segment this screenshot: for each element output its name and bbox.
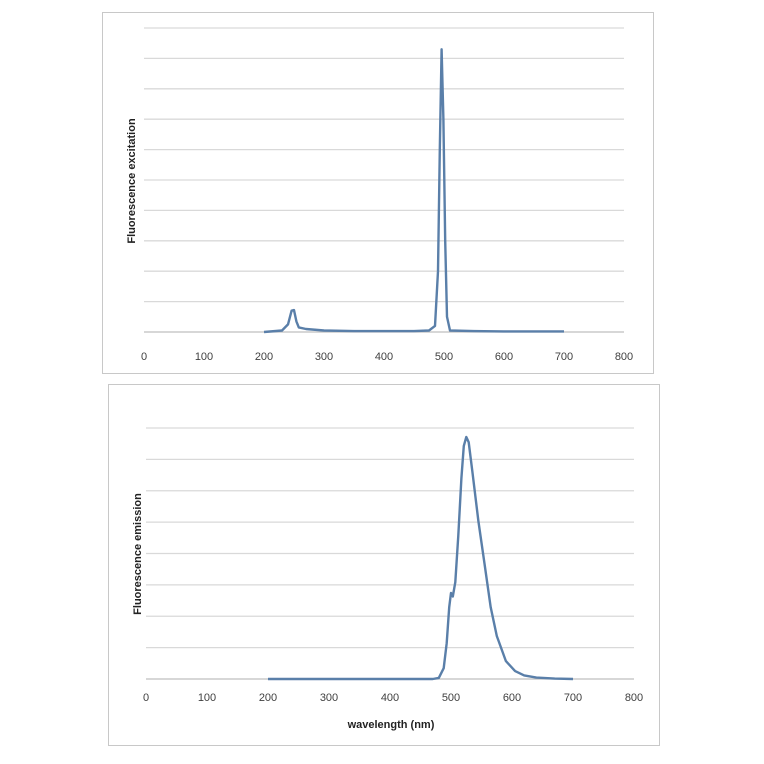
excitation-x-tick-label: 300 — [315, 351, 333, 363]
emission-gridlines — [146, 427, 634, 680]
excitation-chart-panel: 0 100 200 300 400 500 600 700 800 Fluorescence e… — [102, 12, 654, 374]
excitation-x-ticks: 0 100 200 300 400 500 600 700 800 — [141, 351, 633, 363]
excitation-chart: 0 100 200 300 400 500 600 700 800 Fluorescence e… — [126, 27, 633, 363]
emission-x-tick-label: 600 — [503, 692, 521, 704]
emission-x-tick-label: 200 — [259, 692, 277, 704]
emission-series-line — [268, 435, 574, 681]
excitation-y-axis-label: Fluorescence excitation — [126, 118, 138, 244]
excitation-x-tick-label: 800 — [615, 351, 633, 363]
emission-x-ticks: 0 100 200 300 400 500 600 700 800 — [143, 692, 643, 704]
excitation-x-tick-label: 500 — [435, 351, 453, 363]
excitation-gridlines — [144, 27, 624, 333]
emission-x-tick-label: 700 — [564, 692, 582, 704]
excitation-x-tick-label: 0 — [141, 351, 147, 363]
excitation-series-line — [263, 48, 564, 334]
emission-x-axis-label: wavelength (nm) — [347, 719, 435, 731]
excitation-x-tick-label: 600 — [495, 351, 513, 363]
emission-chart-panel: 0 100 200 300 400 500 600 700 800 Fluorescence e… — [108, 384, 660, 746]
emission-x-tick-label: 100 — [198, 692, 216, 704]
emission-x-tick-label: 0 — [143, 692, 149, 704]
emission-chart: 0 100 200 300 400 500 600 700 800 Fluorescence e… — [132, 427, 643, 731]
emission-x-tick-label: 800 — [625, 692, 643, 704]
emission-x-tick-label: 300 — [320, 692, 338, 704]
excitation-x-tick-label: 200 — [255, 351, 273, 363]
excitation-x-tick-label: 700 — [555, 351, 573, 363]
emission-y-axis-label: Fluorescence emission — [132, 493, 144, 615]
excitation-x-tick-label: 100 — [195, 351, 213, 363]
excitation-x-tick-label: 400 — [375, 351, 393, 363]
emission-x-tick-label: 400 — [381, 692, 399, 704]
emission-x-tick-label: 500 — [442, 692, 460, 704]
